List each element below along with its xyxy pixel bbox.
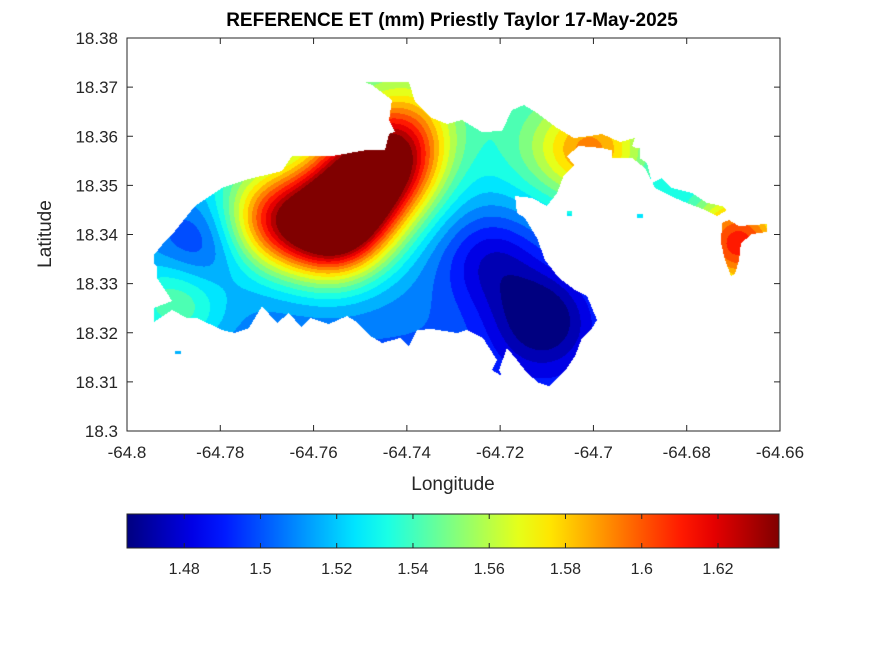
y-tick-label: 18.33: [75, 275, 118, 294]
x-tick-label: -64.68: [663, 443, 711, 462]
colorbar-tick-label: 1.58: [550, 561, 581, 578]
x-tick-label: -64.8: [108, 443, 147, 462]
y-tick-label: 18.34: [75, 226, 118, 245]
y-tick-label: 18.35: [75, 176, 118, 195]
colorbar-tick-label: 1.52: [321, 561, 352, 578]
colorbar-tick-label: 1.54: [397, 561, 428, 578]
x-tick-label: -64.72: [476, 443, 524, 462]
x-axis: -64.8 -64.78 -64.76 -64.74 -64.72 -64.7 -64.68…: [108, 38, 804, 462]
y-tick-label: 18.3: [85, 422, 118, 441]
x-tick-label: -64.7: [574, 443, 613, 462]
x-tick-label: -64.66: [756, 443, 804, 462]
y-axis-label: Latitude: [35, 200, 56, 268]
y-tick-label: 18.38: [75, 29, 118, 48]
colorbar-tick-label: 1.56: [474, 561, 505, 578]
colorbar-tick-label: 1.5: [249, 561, 271, 578]
x-tick-label: -64.78: [196, 443, 244, 462]
colorbar-tick-label: 1.62: [702, 561, 733, 578]
y-tick-label: 18.37: [75, 78, 118, 97]
y-tick-label: 18.32: [75, 324, 118, 343]
y-tick-label: 18.36: [75, 127, 118, 146]
colorbar: [126, 513, 780, 549]
colorbar-ticks: 1.48 1.5 1.52 1.54 1.56 1.58 1.6 1.62: [169, 514, 734, 578]
x-axis-label: Longitude: [411, 474, 494, 495]
colorbar-tick-label: 1.6: [631, 561, 653, 578]
chart-title: REFERENCE ET (mm) Priestly Taylor 17-May…: [226, 10, 678, 31]
et-heatmap: [127, 38, 780, 431]
x-tick-label: -64.74: [383, 443, 431, 462]
x-tick-label: -64.76: [289, 443, 337, 462]
colorbar-tick-label: 1.48: [169, 561, 200, 578]
y-tick-label: 18.31: [75, 373, 118, 392]
y-axis: 18.3 18.31 18.32 18.33 18.34 18.35 18.36 18.37 1…: [75, 29, 780, 441]
